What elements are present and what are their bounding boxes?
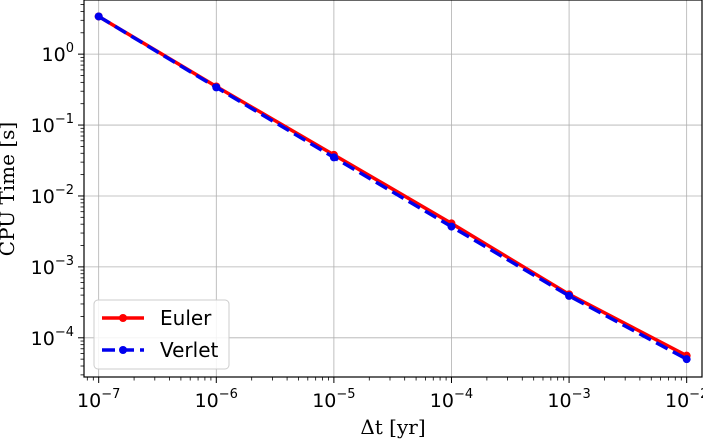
y-tick-label: 10−1: [31, 112, 74, 137]
legend-marker-euler: [119, 314, 127, 322]
data-point-verlet: [447, 222, 456, 231]
series-layer: [94, 12, 691, 364]
x-tick-label: 10−4: [430, 387, 473, 412]
legend-label-verlet: Verlet: [160, 338, 219, 362]
legend: Euler Verlet: [93, 299, 230, 370]
data-point-verlet: [212, 83, 221, 92]
data-point-verlet: [682, 355, 691, 364]
y-tick-label: 100: [42, 41, 74, 66]
y-tick-label: 10−3: [31, 254, 74, 279]
x-axis-title: Δt [yr]: [360, 415, 425, 439]
x-tick-label: 10−3: [547, 387, 590, 412]
y-tick-label: 10−2: [31, 183, 74, 208]
legend-marker-verlet: [119, 346, 127, 354]
data-point-verlet: [329, 153, 338, 162]
legend-label-euler: Euler: [160, 306, 212, 330]
y-axis-title: CPU Time [s]: [0, 122, 19, 256]
x-tick-label: 10−7: [77, 387, 120, 412]
x-tick-label: 10−6: [195, 387, 238, 412]
data-point-verlet: [565, 291, 574, 300]
x-tick-label: 10−2: [665, 387, 703, 412]
x-tick-label: 10−5: [312, 387, 355, 412]
series-line-verlet: [97, 14, 688, 361]
y-tick-label: 10−4: [31, 325, 74, 350]
axis-ticks: 10−7 10−6 10−5 10−4 10−3 10−2 100 10−1 10−2 10−3 1…: [31, 4, 703, 412]
plot-area-frame: [83, 0, 703, 378]
data-point-verlet: [94, 12, 103, 21]
